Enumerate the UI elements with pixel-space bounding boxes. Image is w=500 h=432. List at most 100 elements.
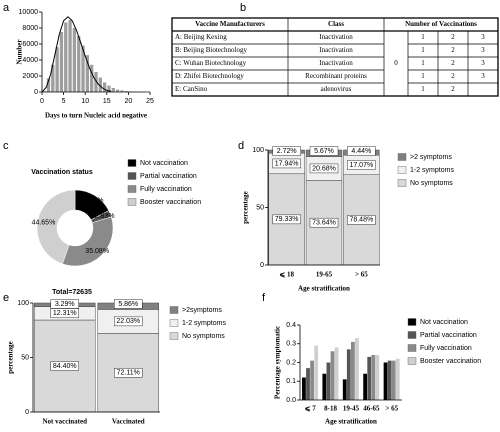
table-cell: 3 <box>481 33 485 41</box>
x-tick-label: 19-65 <box>316 271 333 279</box>
histogram-bar <box>98 77 102 92</box>
x-tick-label: > 65 <box>385 405 398 413</box>
table-cell: Inactivation <box>319 46 353 54</box>
y-tick-label: 0.0 <box>286 397 296 404</box>
value-label: 3.29% <box>55 301 75 308</box>
table-cell: 1 <box>421 72 425 80</box>
value-label: 2.72% <box>277 148 297 155</box>
y-tick-label: 100 <box>17 300 29 307</box>
bar <box>363 373 368 400</box>
histogram-bar <box>46 78 51 92</box>
bar <box>314 345 319 400</box>
x-tick-label: 10 <box>81 98 89 105</box>
y-axis-label: Percentage symptomatic <box>274 326 282 399</box>
y-tick-label: 0 <box>260 262 264 269</box>
legend-label: Fully vaccination <box>420 345 472 352</box>
value-label: 4.44% <box>351 148 371 155</box>
x-tick-label: Vaccinated <box>112 418 145 426</box>
value-label-box <box>309 217 339 228</box>
y-tick-label: 10000 <box>19 9 39 16</box>
table-cell: Recombinant proteins <box>305 72 367 80</box>
y-tick-label: 4000 <box>22 57 38 64</box>
y-tick-label: 50 <box>21 354 29 361</box>
table-cell: 2 <box>451 46 455 54</box>
bar <box>383 362 388 400</box>
bar <box>322 373 327 400</box>
table-cell: 1 <box>421 46 425 54</box>
histogram-bar <box>59 32 64 92</box>
legend-label: >2symptoms <box>182 307 222 314</box>
histogram-bar <box>77 36 81 92</box>
legend-label: Fully vaccination <box>140 186 192 193</box>
table-cell: A: Beijing Kexing <box>175 33 227 41</box>
y-tick-label: 2000 <box>22 73 38 80</box>
donut-slice <box>36 189 76 265</box>
bar <box>395 358 400 400</box>
value-label-box <box>272 158 301 169</box>
value-label-box <box>50 308 79 318</box>
value-label: 22.03% <box>116 318 140 325</box>
legend-swatch <box>407 357 417 365</box>
table-cell: D: Zhifei Biotechnology <box>175 72 244 80</box>
x-tick-label: ⩽ 7 <box>305 405 317 413</box>
annotation: Total=72635 <box>52 289 92 296</box>
y-tick-label: 6000 <box>22 41 38 48</box>
table-cell: 1 <box>421 33 425 41</box>
y-tick-label: 0 <box>25 409 29 416</box>
table-header: Class <box>328 20 344 28</box>
fit-curve <box>41 16 112 93</box>
table-cell: 2 <box>451 33 455 41</box>
table-cell: 0 <box>394 59 398 67</box>
y-tick-label: 100 <box>252 147 264 154</box>
legend-label: Not vaccination <box>140 160 188 167</box>
histogram-bar <box>124 91 128 92</box>
value-label: 20.68% <box>312 165 336 172</box>
bar <box>302 377 306 400</box>
legend-label: 1-2 symptoms <box>182 320 226 327</box>
table-cell: Inactivation <box>319 33 353 41</box>
histogram-bar <box>85 55 90 92</box>
value-label-box <box>309 146 339 156</box>
value-label-box <box>309 163 339 174</box>
panel-label: d <box>238 140 244 152</box>
legend-swatch <box>169 306 179 314</box>
y-axis-label: Number <box>16 40 24 65</box>
histogram-bar <box>115 89 120 92</box>
table-cell: adenovirus <box>321 85 352 93</box>
bar <box>334 347 339 400</box>
value-label-box <box>114 368 143 378</box>
legend-label: Not vaccination <box>420 319 468 326</box>
bar <box>367 356 372 400</box>
value-label: 12.31% <box>53 310 77 317</box>
value-label: 2.83% <box>95 213 115 220</box>
value-label: 17.94% <box>275 160 299 167</box>
value-label: 78.48% <box>349 217 373 224</box>
legend-swatch <box>407 331 417 339</box>
x-tick-label: 0 <box>40 98 44 105</box>
value-label-box <box>50 299 79 309</box>
panel-label: f <box>262 292 266 304</box>
legend-swatch <box>397 179 407 187</box>
histogram-bar <box>90 64 94 92</box>
value-label: 17.07% <box>349 162 373 169</box>
y-tick-label: 50 <box>256 204 264 211</box>
legend-label: Partial vaccination <box>140 173 197 180</box>
table-cell: C: Wuhan Biotechnology <box>175 59 247 67</box>
value-label: 79.33% <box>275 216 299 223</box>
bar <box>342 379 347 400</box>
value-label: 84.40% <box>53 363 77 370</box>
x-tick-label: ⩽ 18 <box>279 271 294 279</box>
bar <box>346 349 351 400</box>
x-axis-label: Age stratification <box>325 418 377 426</box>
histogram-bar <box>107 85 111 92</box>
y-tick-label: 8000 <box>22 25 38 32</box>
histogram-bar <box>120 90 124 92</box>
y-tick-label: 0 <box>34 89 38 96</box>
x-tick-label: 15 <box>103 98 111 105</box>
y-tick-label: 0.3 <box>286 341 296 348</box>
legend-swatch <box>127 198 137 206</box>
legend-label: Booster vaccination <box>140 199 201 206</box>
histogram-bar <box>68 20 72 92</box>
panel-label: b <box>240 2 246 14</box>
legend-swatch <box>407 344 417 352</box>
